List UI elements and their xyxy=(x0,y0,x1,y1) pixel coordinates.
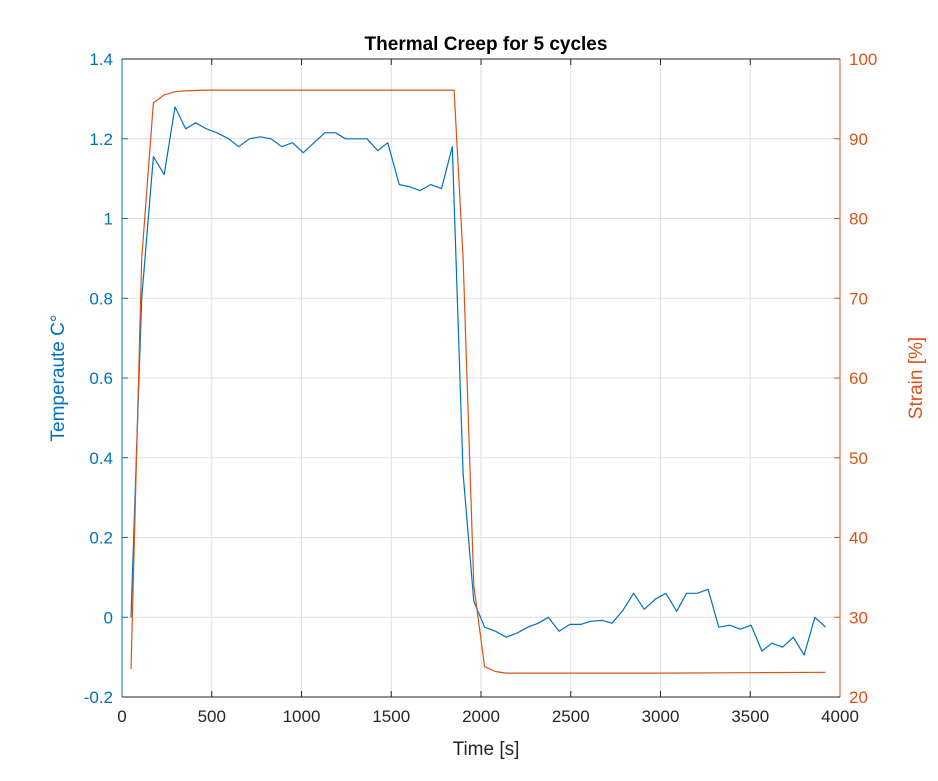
x-axis-label: Time [s] xyxy=(453,739,520,760)
y-left-tick-label: 0.2 xyxy=(89,529,113,548)
axes xyxy=(121,58,841,698)
series-layer xyxy=(130,89,827,674)
y-left-tick-label: 0.6 xyxy=(89,369,113,388)
y-right-tick-label: 80 xyxy=(849,210,868,229)
y-left-tick-label: 0.4 xyxy=(89,449,113,468)
y-right-tick-label: 60 xyxy=(849,369,868,388)
y-right-tick-label: 50 xyxy=(849,449,868,468)
x-tick-label: 3500 xyxy=(731,707,769,726)
y-left-tick-label: 1.2 xyxy=(89,130,113,149)
y-right-tick-label: 100 xyxy=(849,50,877,69)
x-tick-label: 2000 xyxy=(462,707,500,726)
x-tick-label: 3000 xyxy=(642,707,680,726)
strain-series-line xyxy=(130,89,826,674)
x-tick-label: 1500 xyxy=(372,707,410,726)
x-tick-label: 500 xyxy=(198,707,226,726)
y-left-tick-label: 0.8 xyxy=(89,289,113,308)
y-right-tick-label: 90 xyxy=(849,130,868,149)
y-left-tick-label: -0.2 xyxy=(84,688,113,707)
y-axis-label-right: Strain [%] xyxy=(906,337,927,419)
x-tick-label: 1000 xyxy=(283,707,321,726)
y-left-tick-label: 0 xyxy=(104,608,113,627)
tick-labels: 0 500 1000 1500 2000 2500 3000 3500 4000-0.200.2… xyxy=(84,50,878,726)
x-tick-label: 4000 xyxy=(821,707,859,726)
y-right-tick-label: 40 xyxy=(849,529,868,548)
y-right-tick-label: 70 xyxy=(849,289,868,308)
y-right-tick-label: 20 xyxy=(849,688,868,707)
y-left-tick-label: 1.4 xyxy=(89,50,113,69)
chart-title: Thermal Creep for 5 cycles xyxy=(365,34,608,55)
temperature-series-line xyxy=(130,106,827,656)
y-left-tick-label: 1 xyxy=(104,210,113,229)
y-right-tick-label: 30 xyxy=(849,608,868,627)
x-tick-label: 2500 xyxy=(552,707,590,726)
x-tick-label: 0 xyxy=(117,707,126,726)
y-axis-label-left: Temperaute C° xyxy=(48,315,69,442)
